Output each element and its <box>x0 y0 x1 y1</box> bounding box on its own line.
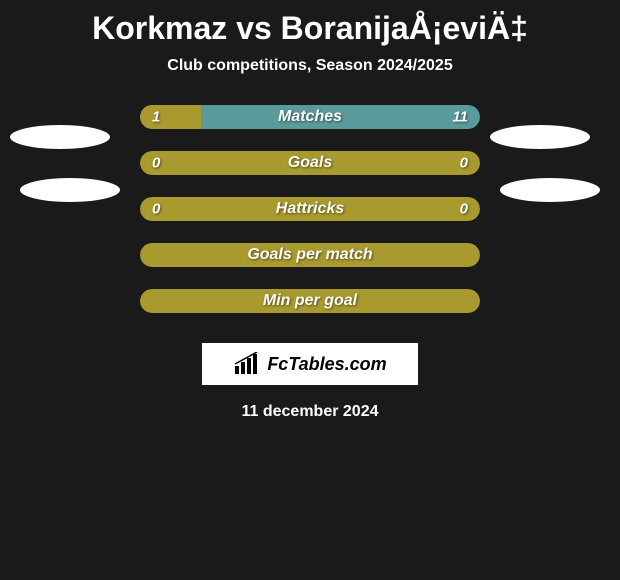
stat-value-left: 0 <box>152 155 160 172</box>
player-ellipse-left-top <box>10 125 110 149</box>
stat-fill-left <box>140 105 201 129</box>
player-ellipse-right-top <box>490 125 590 149</box>
stat-row: Min per goal <box>140 289 480 313</box>
stat-label: Min per goal <box>263 292 357 310</box>
footer-brand-text: FcTables.com <box>267 354 386 375</box>
stat-value-right: 0 <box>460 155 468 172</box>
footer-date: 11 december 2024 <box>0 403 620 421</box>
stat-value-right: 11 <box>452 109 468 126</box>
footer-logo: FcTables.com <box>202 343 418 385</box>
stat-label: Goals <box>288 154 332 172</box>
player-ellipse-right-bottom <box>500 178 600 202</box>
stat-row: Matches111 <box>140 105 480 129</box>
stat-row: Hattricks 0 0 <box>140 197 480 221</box>
stat-value-left: 1 <box>152 109 160 126</box>
chart-icon <box>233 352 261 376</box>
stat-row: Goals 0 0 <box>140 151 480 175</box>
player-ellipse-left-bottom <box>20 178 120 202</box>
stat-value-left: 0 <box>152 201 160 218</box>
stat-value-right: 0 <box>460 201 468 218</box>
stat-label: Matches <box>278 108 342 126</box>
page-subtitle: Club competitions, Season 2024/2025 <box>0 57 620 75</box>
stat-label: Hattricks <box>276 200 344 218</box>
stat-label: Goals per match <box>247 246 372 264</box>
stat-row: Goals per match <box>140 243 480 267</box>
page-title: Korkmaz vs BoranijaÅ¡eviÄ‡ <box>0 0 620 57</box>
